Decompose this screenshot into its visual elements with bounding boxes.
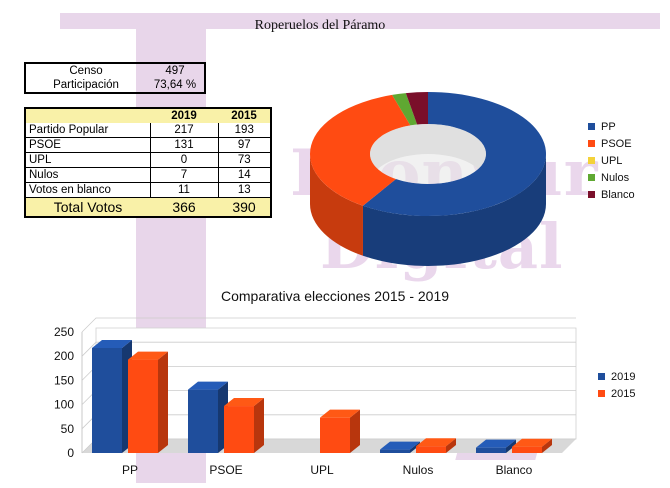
legend-swatch [588, 174, 595, 181]
participacion-value: 73,64 % [153, 79, 197, 91]
header-blank [25, 108, 150, 123]
row-label: PSOE [25, 137, 151, 153]
total-label: Total Votos [25, 197, 150, 217]
bar-chart-title: Comparativa elecciones 2015 - 2019 [220, 288, 450, 304]
donut-chart [310, 92, 546, 266]
total-row: Total Votos 366 390 [25, 197, 271, 217]
y-tick-label: 0 [67, 446, 74, 460]
header-2015: 2015 [218, 108, 271, 123]
bar-psoe-2015 [224, 398, 264, 453]
y-tick-label: 50 [61, 422, 75, 436]
x-tick-label: PP [122, 463, 138, 477]
table-row: PSOE 131 97 [25, 137, 271, 153]
row-2019: 11 [150, 182, 219, 198]
censo-value: 497 [165, 65, 185, 77]
row-label: UPL [25, 152, 151, 168]
table-row: Nulos 7 14 [25, 167, 271, 183]
legend-swatch [588, 140, 595, 147]
censo-label: Censo [69, 65, 103, 77]
pie-legend-item-nulos: Nulos [588, 169, 635, 186]
table-row: Partido Popular 217 193 [25, 123, 271, 138]
y-tick-label: 150 [54, 373, 74, 387]
gridline [81, 317, 576, 333]
legend-label: UPL [601, 154, 623, 167]
bar-legend: 2019 2015 [598, 368, 635, 402]
table-row: Votos en blanco 11 13 [25, 182, 271, 198]
censo-table: Censo 497 Participación 73,64 % [24, 62, 206, 94]
row-2015: 14 [218, 167, 271, 183]
x-tick-label: PSOE [209, 463, 242, 477]
legend-swatch [588, 191, 595, 198]
legend-swatch [598, 373, 605, 380]
row-2015: 193 [218, 123, 271, 138]
row-2019: 217 [150, 123, 219, 138]
bar-legend-item-2015: 2015 [598, 385, 635, 402]
pie-legend-item-blanco: Blanco [588, 186, 635, 203]
results-header-row: 2019 2015 [25, 108, 271, 123]
row-2019: 131 [150, 137, 219, 153]
donut-slice-nulos [392, 93, 418, 126]
results-table: 2019 2015 Partido Popular 217 193 PSOE 1… [24, 107, 272, 218]
table-row: UPL 0 73 [25, 152, 271, 168]
header-2019: 2019 [150, 108, 218, 123]
pie-legend-item-psoe: PSOE [588, 135, 635, 152]
legend-swatch [588, 157, 595, 164]
x-tick-label: Blanco [496, 463, 533, 477]
bar-legend-item-2019: 2019 [598, 368, 635, 385]
donut-slice-blanco [405, 92, 428, 125]
x-tick-label: Nulos [403, 463, 434, 477]
bar-nulos-2019 [380, 441, 420, 453]
legend-label: 2019 [611, 370, 636, 383]
participacion-row: Participación 73,64 % [25, 78, 205, 93]
row-2015: 73 [218, 152, 271, 168]
bar-pp-2015 [128, 351, 168, 453]
bar-pp-2019 [92, 339, 132, 453]
bar-chart: 0 50 100 150 200 250 PP PSOE UPL Nulos Blanco [54, 317, 577, 477]
pie-legend: PP PSOE UPL Nulos Blanco [588, 118, 635, 203]
donut-wall-pp [362, 154, 546, 266]
row-label: Partido Popular [25, 123, 151, 138]
row-2019: 0 [150, 152, 219, 168]
y-tick-label: 200 [54, 349, 74, 363]
row-label: Votos en blanco [25, 182, 151, 198]
total-2019: 366 [150, 197, 218, 217]
censo-row: Censo 497 [25, 63, 205, 78]
bar-blanco-2015 [512, 438, 552, 453]
pie-legend-item-pp: PP [588, 118, 635, 135]
bar-nulos-2015 [416, 438, 456, 453]
row-2019: 7 [150, 167, 219, 183]
donut-slice-pp [362, 92, 546, 216]
participacion-label: Participación [53, 79, 119, 91]
bar-psoe-2019 [188, 381, 228, 453]
page-title: Roperuelos del Páramo [254, 18, 386, 33]
legend-label: PSOE [601, 137, 632, 150]
row-2015: 97 [218, 137, 271, 153]
row-2015: 13 [218, 182, 271, 198]
total-2015: 390 [218, 197, 271, 217]
legend-swatch [588, 123, 595, 130]
legend-swatch [598, 390, 605, 397]
y-tick-label: 250 [54, 325, 74, 339]
pie-legend-item-upl: UPL [588, 152, 635, 169]
gridline [81, 341, 576, 357]
donut-slice-psoe [310, 94, 411, 206]
bar-blanco-2019 [476, 439, 516, 453]
legend-label: PP [601, 120, 616, 133]
bar-upl-2015 [320, 409, 360, 453]
watermark-bar-top [60, 13, 660, 29]
legend-label: 2015 [611, 387, 636, 400]
row-label: Nulos [25, 167, 151, 183]
donut-hole [370, 124, 486, 184]
x-tick-label: UPL [310, 463, 334, 477]
legend-label: Nulos [601, 171, 630, 184]
legend-label: Blanco [601, 188, 635, 201]
y-tick-label: 100 [54, 398, 74, 412]
donut-wall-psoe [310, 154, 363, 256]
